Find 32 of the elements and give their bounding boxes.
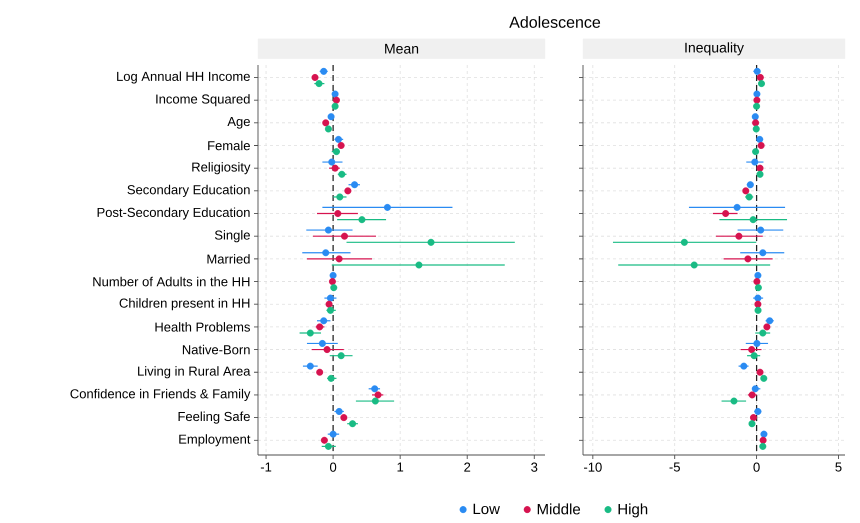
x-tick-label: 3 [531, 462, 538, 472]
chart-subtitle: Inequality [685, 42, 744, 56]
y-tick-label: Health Problems [155, 322, 250, 332]
y-tick-label: Living in Rural Area [138, 366, 250, 378]
y-tick-label: Single [214, 230, 250, 242]
x-tick-label: -10 [584, 462, 602, 472]
y-tick-label: Children present in HH [120, 298, 250, 310]
legend-label: Low [474, 504, 500, 514]
y-tick-label: Confidence in Friends & Family [70, 388, 250, 401]
x-tick-label: 0 [330, 462, 336, 472]
y-tick-label: Secondary Education [127, 184, 250, 197]
x-tick-label: -5 [670, 462, 680, 472]
y-tick-label: Feeling Safe [178, 412, 250, 424]
legend-label: High [618, 503, 648, 518]
x-tick-label: 1 [398, 462, 404, 472]
chart-title: Adolescence [509, 16, 600, 28]
y-tick-label: Native-Born [182, 344, 250, 354]
y-tick-label: Religiosity [192, 162, 250, 174]
y-tick-label: Age [227, 117, 250, 129]
x-tick-label: 0 [753, 462, 760, 472]
x-tick-label: -1 [260, 462, 272, 472]
x-tick-label: 2 [464, 462, 470, 472]
y-tick-label: Log Annual HH Income [117, 71, 250, 84]
y-tick-label: Income Squared [156, 94, 250, 106]
x-tick-label: 5 [835, 462, 842, 472]
chart-subtitle: Mean [385, 44, 418, 54]
legend-label: Middle [538, 503, 580, 514]
y-tick-label: Female [208, 140, 250, 150]
y-tick-label: Employment [179, 434, 250, 446]
y-tick-label: Number of Adults in the HH [93, 276, 250, 286]
y-tick-label: Married [207, 254, 250, 264]
y-tick-label: Post-Secondary Education [98, 207, 250, 220]
